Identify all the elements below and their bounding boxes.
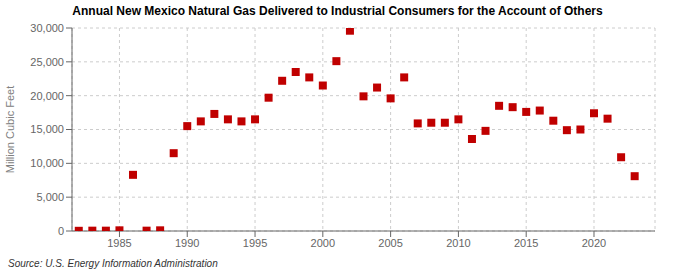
- svg-text:1990: 1990: [175, 237, 199, 249]
- svg-text:0: 0: [58, 225, 64, 237]
- svg-text:30,000: 30,000: [30, 22, 64, 34]
- svg-text:1995: 1995: [243, 237, 267, 249]
- svg-text:10,000: 10,000: [30, 157, 64, 169]
- html-text:Source: U.S. Energy Informatio: Source: U.S. Energy Information Administ…: [8, 258, 218, 269]
- svg-text:20,000: 20,000: [30, 90, 64, 102]
- svg-text:Million Cubic Feet: Million Cubic Feet: [8, 86, 16, 173]
- svg-text:5,000: 5,000: [36, 191, 64, 203]
- svg-text:2015: 2015: [514, 237, 538, 249]
- svg-text:2010: 2010: [446, 237, 470, 249]
- svg-text:25,000: 25,000: [30, 56, 64, 68]
- svg-text:15,000: 15,000: [30, 123, 64, 135]
- svg-text:2020: 2020: [582, 237, 606, 249]
- svg-text:2000: 2000: [311, 237, 335, 249]
- svg-text:2005: 2005: [378, 237, 402, 249]
- html-text:Annual New Mexico Natural Gas: Annual New Mexico Natural Gas Delivered …: [72, 4, 603, 18]
- svg-text:1985: 1985: [107, 237, 131, 249]
